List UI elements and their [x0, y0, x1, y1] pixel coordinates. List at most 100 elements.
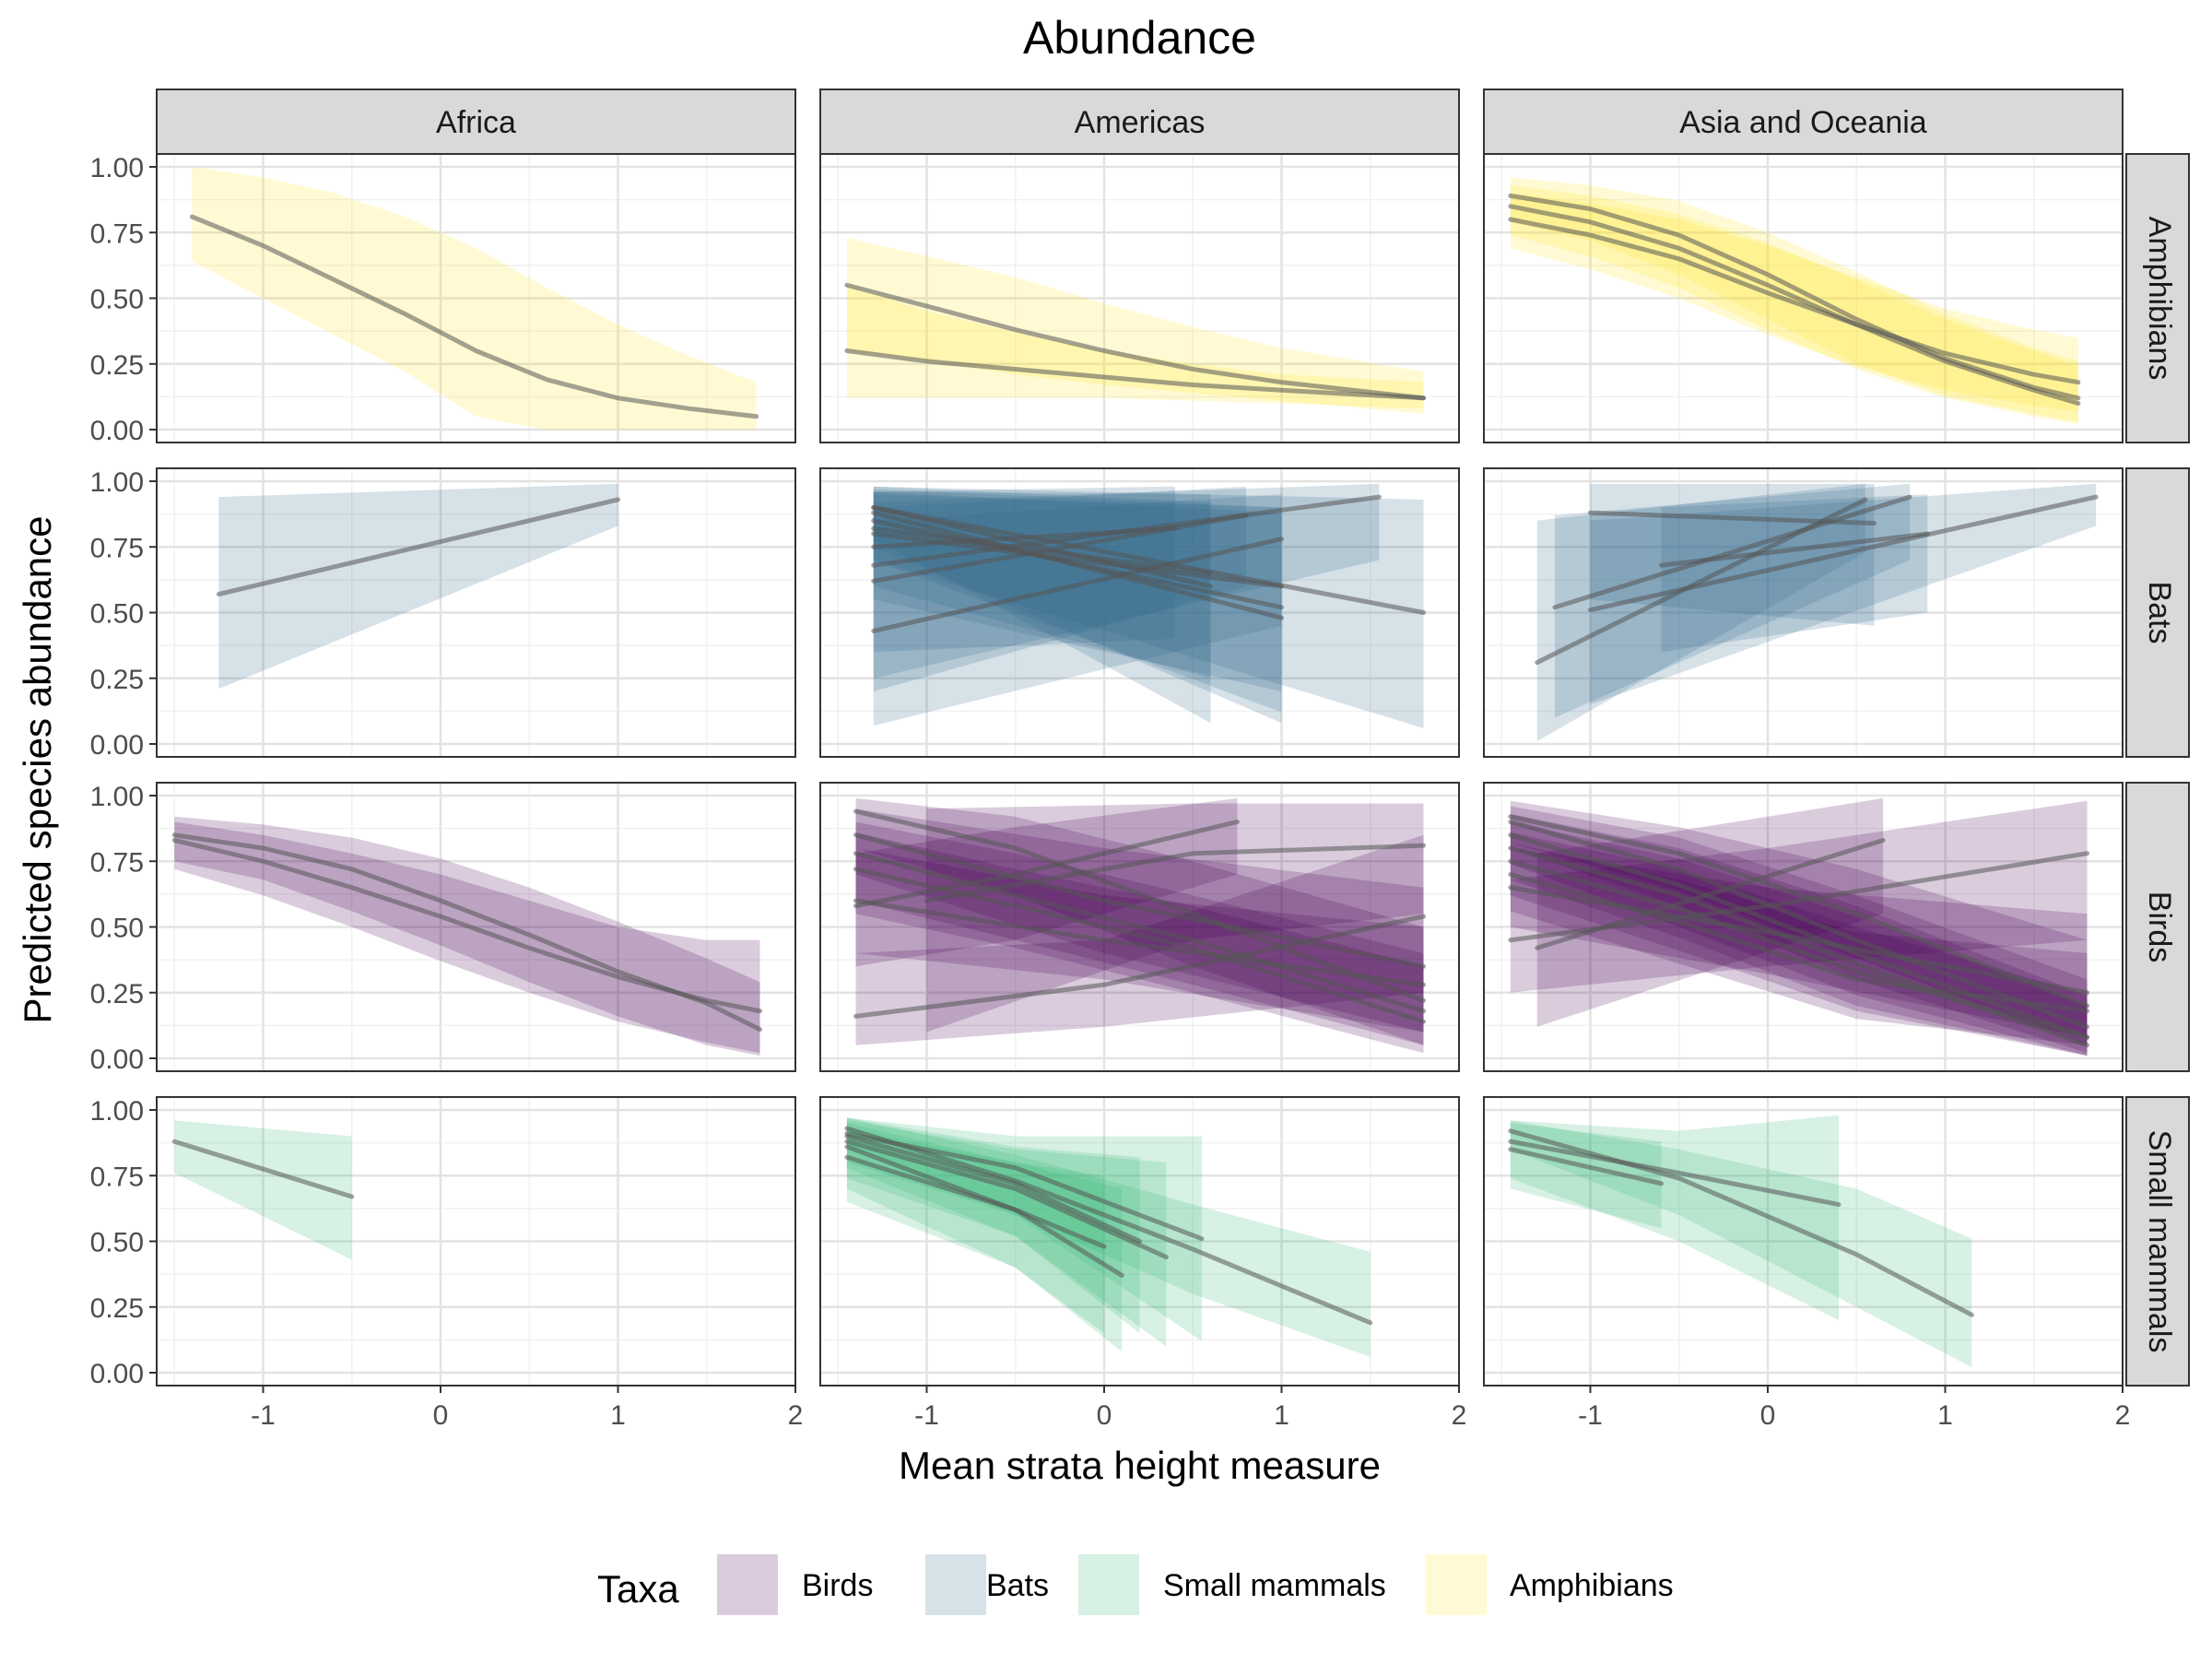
y-tick-label: 0.50	[90, 1228, 144, 1258]
panel	[1483, 467, 2124, 758]
legend-label: Birds	[802, 1568, 873, 1603]
panel	[819, 782, 1460, 1072]
series-line	[871, 525, 1178, 549]
row-strip-label: Bats	[2142, 581, 2177, 643]
series-line	[844, 1139, 1169, 1260]
series-line	[853, 808, 1426, 1003]
y-tick-label: 0.50	[90, 285, 144, 315]
confidence-ribbon	[855, 797, 1424, 1045]
panel: 0.00 0.25 0.50 0.75 1.00	[90, 467, 796, 761]
panel	[819, 467, 1460, 758]
y-tick-label: 0.50	[90, 914, 144, 944]
series-line	[871, 531, 1284, 589]
series-line	[853, 898, 1426, 987]
confidence-ribbon	[846, 1117, 1202, 1341]
series-line	[1659, 531, 1930, 568]
y-tick-label: 0.25	[90, 1293, 144, 1324]
y-tick-label: 0.75	[90, 218, 144, 249]
x-tick-label: 2	[788, 1400, 804, 1431]
legend-key	[1078, 1554, 1139, 1615]
series-line	[1508, 858, 2089, 1040]
series-line	[844, 1126, 1373, 1326]
panel-border	[1483, 1096, 2124, 1387]
series-line	[1508, 193, 2081, 401]
y-tick-label: 0.25	[90, 350, 144, 381]
x-tick-label: 1	[1937, 1400, 1953, 1431]
row-strip	[2125, 153, 2190, 443]
panel-border	[819, 782, 1460, 1072]
y-tick-label: 0.00	[90, 416, 144, 446]
y-tick-label: 0.50	[90, 599, 144, 630]
y-tick-label: 0.75	[90, 847, 144, 878]
y-tick-label: 0.75	[90, 533, 144, 563]
series-line	[1508, 1128, 1974, 1317]
series-line	[1588, 494, 2099, 613]
confidence-ribbon	[1510, 800, 2088, 993]
series-line	[853, 914, 1426, 1019]
panel: 0.00 0.25 0.50 0.75 1.00	[90, 153, 796, 446]
series-line	[1508, 885, 2089, 996]
confidence-ribbon	[218, 483, 618, 690]
series-line	[853, 820, 1240, 909]
panel-border	[819, 153, 1460, 443]
legend-label: Bats	[986, 1568, 1049, 1603]
panel	[1483, 153, 2124, 443]
series-line	[171, 1139, 355, 1199]
panel	[1483, 782, 2124, 1072]
y-tick-label: 0.00	[90, 1359, 144, 1389]
confidence-ribbon	[1510, 1120, 1972, 1368]
confidence-ribbon	[873, 486, 1175, 653]
series-line	[171, 832, 762, 1033]
series-line	[1508, 872, 2089, 1014]
series-line	[844, 1154, 1107, 1249]
y-tick-label: 1.00	[90, 782, 144, 812]
series-line	[216, 497, 620, 597]
confidence-ribbon	[1536, 483, 1865, 742]
x-axis-title: Mean strata height measure	[899, 1444, 1381, 1487]
row-strip-label: Amphibians	[2142, 217, 2177, 381]
column-strip	[156, 89, 796, 155]
series-line	[844, 1131, 1205, 1242]
column-strip	[1483, 89, 2124, 155]
legend-label: Small mammals	[1163, 1568, 1386, 1603]
legend-key	[925, 1554, 986, 1615]
confidence-ribbon	[1555, 483, 1910, 718]
column-strip-label: Asia and Oceania	[1679, 105, 1926, 140]
series-line	[853, 832, 1426, 969]
series-line	[853, 867, 1426, 1024]
y-tick-label: 0.25	[90, 979, 144, 1009]
confidence-ribbon	[855, 848, 1424, 1033]
panel-border	[819, 1096, 1460, 1387]
series-line	[871, 537, 1284, 633]
legend: Taxa Birds Bats Small mammals Amphibians	[597, 1554, 1674, 1615]
panel: -1 0 1 2	[819, 1096, 1466, 1431]
legend-label: Amphibians	[1510, 1568, 1674, 1603]
x-tick-label: 0	[433, 1400, 449, 1431]
column-strip-label: Americas	[1075, 105, 1206, 140]
row-strip	[2125, 467, 2190, 758]
column-strip	[819, 89, 1460, 155]
series-line	[1588, 510, 1877, 526]
x-tick-label: 2	[2115, 1400, 2131, 1431]
y-tick-label: 1.00	[90, 1096, 144, 1127]
x-tick-label: 0	[1097, 1400, 1112, 1431]
series-line	[844, 348, 1426, 401]
panel-border	[1483, 467, 2124, 758]
y-tick-label: 0.75	[90, 1162, 144, 1192]
confidence-ribbon	[846, 237, 1424, 414]
series-line	[871, 513, 1249, 584]
y-tick-label: 1.00	[90, 153, 144, 183]
legend-title: Taxa	[597, 1567, 679, 1611]
series-line	[844, 1134, 1142, 1244]
series-line	[1508, 814, 2089, 1009]
panel: -1 0 1 2	[1483, 1096, 2131, 1431]
series-line	[1508, 204, 2081, 406]
panel: 0.00 0.25 0.50 0.75 1.00	[90, 782, 796, 1075]
panel	[819, 153, 1460, 443]
confidence-ribbon	[1661, 494, 1928, 653]
x-tick-label: 1	[1274, 1400, 1289, 1431]
x-tick-label: 1	[610, 1400, 626, 1431]
y-axis-title: Predicted species abundance	[16, 515, 59, 1023]
